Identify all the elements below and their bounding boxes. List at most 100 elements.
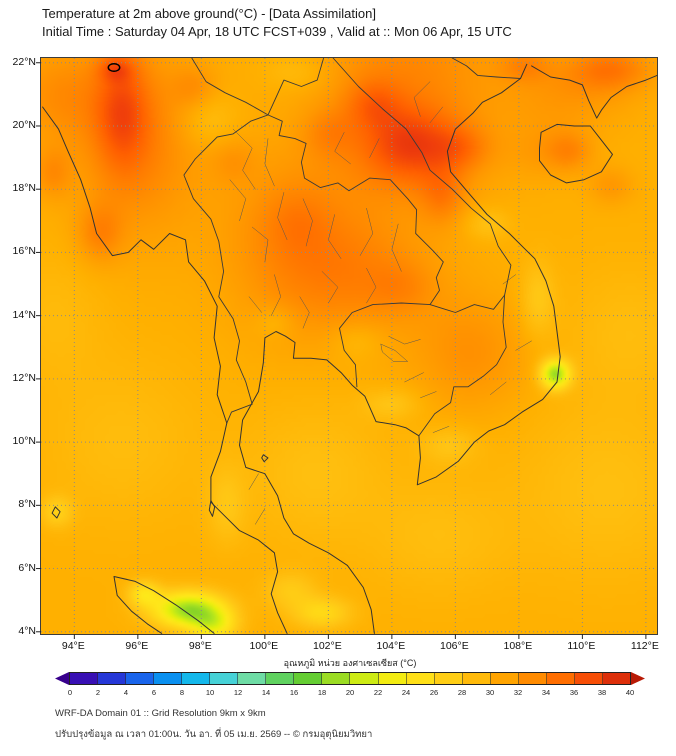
province-boundary (229, 179, 247, 222)
colorbar-strip (69, 672, 631, 685)
lon-tick-label: 110°E (567, 640, 596, 652)
province-boundary (391, 223, 402, 272)
province-boundary (432, 426, 450, 433)
colorbar-segment (518, 673, 547, 684)
contour-circle-annotation (107, 62, 121, 73)
province-boundary (248, 473, 259, 490)
lon-tick-label: 106°E (439, 640, 469, 652)
colorbar-tick-label: 34 (541, 688, 551, 697)
lon-tick-label: 102°E (312, 640, 342, 652)
coastline (51, 506, 61, 519)
country-border (183, 114, 269, 424)
colorbar-segment (434, 673, 463, 684)
province-boundary (334, 132, 351, 165)
colorbar-tick-row: 0 2 4 6 8 10 12 14 16 18 20 22 24 26 28 30 32 34 36 38 40 (55, 688, 645, 698)
colorbar-tick-label: 28 (457, 688, 467, 697)
colorbar-tick-label: 16 (289, 688, 299, 697)
lat-tick-label: 10°N (12, 435, 36, 448)
colorbar-tick-label: 38 (597, 688, 607, 697)
lat-tick-label: 14°N (12, 308, 36, 321)
colorbar-segment (546, 673, 575, 684)
province-boundary (270, 274, 281, 316)
lat-tick-label: 6°N (18, 561, 36, 574)
colorbar-tick-label: 32 (513, 688, 523, 697)
country-border (451, 57, 521, 79)
province-boundary (299, 296, 310, 329)
colorbar-segment (238, 673, 267, 684)
province-boundary (232, 128, 256, 190)
colorbar-segment (294, 673, 323, 684)
colorbar-title: อุณหภูมิ หน่วย องศาเซลเซียส (°C) (283, 658, 417, 668)
province-boundary (366, 267, 377, 304)
colorbar-segment (602, 673, 630, 684)
lat-tick-label: 4°N (18, 624, 36, 637)
colorbar-tick-label: 12 (233, 688, 243, 697)
province-boundary (369, 138, 380, 158)
colorbar-segment (70, 673, 99, 684)
coastline (208, 500, 216, 517)
province-boundary (388, 335, 421, 345)
province-boundary (359, 207, 374, 256)
colorbar-segment (490, 673, 519, 684)
coastline (539, 123, 613, 184)
province-boundary (321, 271, 339, 304)
lat-tick-label: 20°N (12, 118, 36, 131)
colorbar-tick-label: 6 (151, 688, 157, 697)
province-boundary (420, 391, 437, 399)
map-title: Temperature at 2m above ground(°C) - [Da… (42, 6, 376, 21)
lon-tick-label: 108°E (503, 640, 533, 652)
country-border (267, 57, 325, 116)
province-boundary (429, 106, 443, 124)
province-boundary (380, 343, 408, 362)
province-boundary (404, 372, 424, 383)
country-border (339, 302, 431, 388)
colorbar-tick-label: 24 (401, 688, 411, 697)
coastline (113, 576, 215, 634)
colorbar-under-arrow (55, 672, 69, 685)
province-boundary (251, 226, 269, 263)
country-border (429, 294, 506, 313)
colorbar-segment (322, 673, 351, 684)
lat-tick-label: 16°N (12, 245, 36, 258)
country-border (418, 294, 507, 437)
country-border (332, 57, 512, 296)
colorbar-tick-label: 2 (95, 688, 101, 697)
colorbar-segment (98, 673, 127, 684)
coastline (239, 63, 561, 634)
colorbar-tick-label: 22 (373, 688, 383, 697)
lat-tick-label: 8°N (18, 498, 36, 511)
lon-tick-label: 104°E (376, 640, 406, 652)
province-boundary (302, 198, 313, 247)
coastline (42, 106, 288, 634)
province-boundary (255, 508, 266, 525)
map-subtitle: Initial Time : Saturday 04 Apr, 18 UTC F… (42, 24, 512, 39)
colorbar-segment (182, 673, 211, 684)
lon-tick-label: 94°E (61, 640, 85, 652)
colorbar-tick-label: 4 (123, 688, 129, 697)
province-boundary (328, 214, 342, 259)
colorbar-segment (266, 673, 295, 684)
colorbar-tick-label: 30 (485, 688, 495, 697)
country-border (191, 57, 269, 116)
province-boundary (264, 138, 275, 187)
province-boundary (413, 81, 431, 117)
province-boundary (515, 340, 532, 351)
colorbar-segment (574, 673, 603, 684)
colorbar-segment (210, 673, 239, 684)
map-overlay-svg (36, 57, 658, 639)
colorbar-segment (350, 673, 379, 684)
lat-tick-label: 22°N (12, 55, 36, 68)
footer-domain-info: WRF-DA Domain 01 :: Grid Resolution 9km … (55, 708, 266, 719)
lon-tick-label: 112°E (630, 640, 659, 652)
colorbar-segment (154, 673, 183, 684)
lat-tick-label: 18°N (12, 182, 36, 195)
province-boundary (277, 192, 288, 241)
colorbar-tick-label: 14 (261, 688, 271, 697)
colorbar-segment (406, 673, 435, 684)
coastline (261, 454, 269, 463)
colorbar-tick-label: 10 (205, 688, 215, 697)
province-boundary (490, 381, 507, 395)
temperature-heatmap-canvas (41, 58, 657, 634)
colorbar-tick-label: 36 (569, 688, 579, 697)
